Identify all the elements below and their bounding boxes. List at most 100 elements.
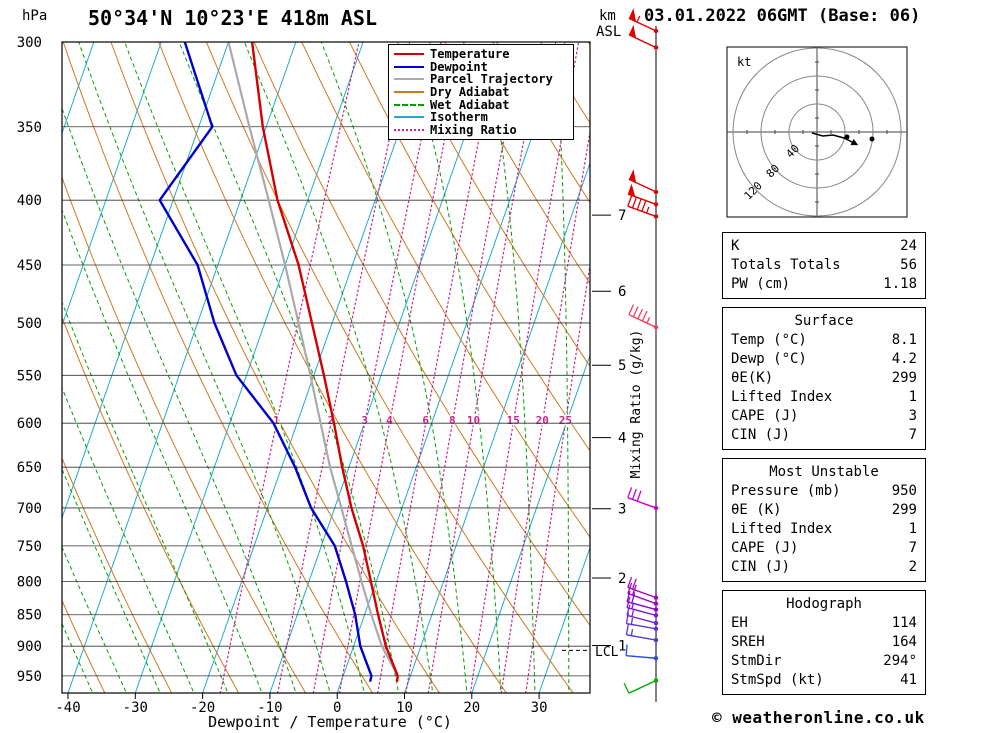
- info-panel: Surface Temp (°C) 8.1 Dewp (°C) 4.2 θE(K) 299 L…: [722, 307, 926, 450]
- legend-item: Parcel Trajectory: [394, 72, 571, 87]
- dry-adiabat-line: [444, 42, 590, 285]
- panel-row-label: Lifted Index: [731, 389, 833, 405]
- km-tick-label: 5: [618, 358, 626, 374]
- legend-line-sample: [394, 78, 424, 81]
- mixing-ratio-value-label: 20: [536, 414, 549, 427]
- panel-row-value: 299: [891, 370, 917, 386]
- pressure-axis-unit-label: hPa: [22, 8, 47, 24]
- temperature-tick-label: -30: [123, 700, 148, 716]
- panel-row-value: 7: [908, 427, 917, 443]
- km-axis-unit-asl: ASL: [596, 24, 621, 40]
- dry-adiabat-line: [349, 42, 590, 452]
- legend-item: Dewpoint: [394, 60, 571, 74]
- dry-adiabat-line: [492, 42, 590, 204]
- wind-barb: [627, 183, 659, 207]
- panel-row-label: Totals Totals: [731, 257, 841, 273]
- panel-row: StmDir 294°: [731, 652, 917, 671]
- wet-adiabat-line: [405, 42, 502, 693]
- panel-row: CAPE (J) 7: [731, 539, 917, 558]
- wind-barb: [628, 304, 659, 330]
- isotherm-line: [471, 353, 590, 693]
- panel-row-value: 1.18: [883, 276, 917, 292]
- mixing-ratio-value-label: 25: [559, 414, 572, 427]
- wet-adiabat-line: [485, 42, 536, 693]
- panel-row: Pressure (mb) 950: [731, 482, 917, 501]
- pressure-tick-label: 750: [17, 539, 42, 555]
- km-tick-label: 6: [618, 284, 626, 300]
- wet-adiabat-line: [243, 42, 434, 693]
- isotherm-line: [404, 161, 590, 693]
- panel-row-value: 4.2: [891, 351, 917, 367]
- panel-row-label: Temp (°C): [731, 332, 807, 348]
- wind-barb: [626, 604, 659, 626]
- wet-adiabat-line: [178, 42, 400, 693]
- copyright-label: © weatheronline.co.uk: [712, 708, 925, 727]
- panel-row: CIN (J) 2: [731, 558, 917, 577]
- mixing-ratio-value-label: 2: [328, 414, 335, 427]
- panel-row-label: PW (cm): [731, 276, 791, 292]
- legend-line-sample: [394, 53, 424, 56]
- panel-row-label: Lifted Index: [731, 521, 833, 537]
- legend-item: Dry Adiabat: [394, 85, 571, 100]
- temperature-tick-label: 0: [333, 700, 341, 716]
- mixing-ratio-value-label: 15: [507, 414, 520, 427]
- panel-row: Lifted Index 1: [731, 388, 917, 407]
- legend-item-label: Wet Adiabat: [430, 97, 510, 112]
- panel-row-value: 950: [891, 483, 917, 499]
- panel-row: Dewp (°C) 4.2: [731, 350, 917, 369]
- legend-item-label: Dry Adiabat: [430, 85, 510, 100]
- panel-row: SREH 164: [731, 633, 917, 652]
- hodograph-dot: [869, 136, 875, 142]
- panel-row: Temp (°C) 8.1: [731, 331, 917, 350]
- hodograph-dot: [844, 134, 850, 140]
- panel-row-value: 299: [891, 502, 917, 518]
- mixing-ratio-value-label: 10: [467, 414, 480, 427]
- mixing-ratio-line: [469, 42, 580, 693]
- panel-title: Hodograph: [786, 596, 862, 612]
- panel-row: Totals Totals 56: [731, 256, 917, 275]
- pressure-tick-label: 700: [17, 501, 42, 517]
- wet-adiabat-line: [62, 386, 195, 693]
- panel-row: StmSpd (kt) 41: [731, 671, 917, 690]
- wet-adiabat-line: [78, 42, 331, 693]
- dry-adiabat-line: [62, 456, 173, 693]
- panel-row-label: StmDir: [731, 653, 782, 669]
- panel-row-value: 114: [891, 615, 917, 631]
- pressure-tick-label: 400: [17, 193, 42, 209]
- wind-barb: [625, 623, 659, 643]
- km-tick-label: 7: [618, 208, 626, 224]
- panel-row-label: K: [731, 238, 740, 254]
- wind-barb: [627, 487, 659, 511]
- legend-line-sample: [394, 128, 424, 131]
- wet-adiabat-line: [62, 545, 127, 693]
- run-datetime-label: 03.01.2022 06GMT (Base: 06): [644, 6, 921, 26]
- panel-title: Most Unstable: [769, 464, 879, 480]
- dry-adiabat-line: [205, 42, 574, 693]
- panel-row-value: 8.1: [891, 332, 917, 348]
- info-panel: Most Unstable Pressure (mb) 950 θE (K) 299 Li…: [722, 458, 926, 582]
- panel-row: EH 114: [731, 614, 917, 633]
- wet-adiabat-line: [62, 208, 263, 693]
- wet-adiabat-line: [124, 42, 365, 693]
- hodograph-ring: [732, 47, 902, 217]
- panel-row-value: 7: [908, 540, 917, 556]
- mixing-ratio-value-label: 3: [361, 414, 368, 427]
- station-title: 50°34'N 10°23'E 418m ASL: [88, 6, 377, 30]
- panel-row-label: CAPE (J): [731, 540, 799, 556]
- panel-row: CAPE (J) 3: [731, 407, 917, 426]
- wet-adiabat-line: [62, 106, 297, 693]
- wind-barb: [623, 678, 659, 694]
- hodograph-arrow: [850, 138, 859, 146]
- wind-barb: [627, 576, 659, 600]
- panel-title: Surface: [794, 313, 854, 329]
- pressure-tick-label: 550: [17, 368, 42, 384]
- panel-row-label: θE(K): [731, 370, 774, 386]
- legend-item: Mixing Ratio: [394, 123, 571, 137]
- panel-row-label: θE (K): [731, 502, 782, 518]
- wind-barb: [626, 590, 659, 612]
- mixing-ratio-line: [405, 42, 523, 693]
- legend-item-label: Parcel Trajectory: [430, 72, 553, 87]
- panel-row: PW (cm) 1.18: [731, 275, 917, 294]
- panel-row-value: 41: [900, 672, 917, 688]
- panel-row-value: 24: [900, 238, 917, 254]
